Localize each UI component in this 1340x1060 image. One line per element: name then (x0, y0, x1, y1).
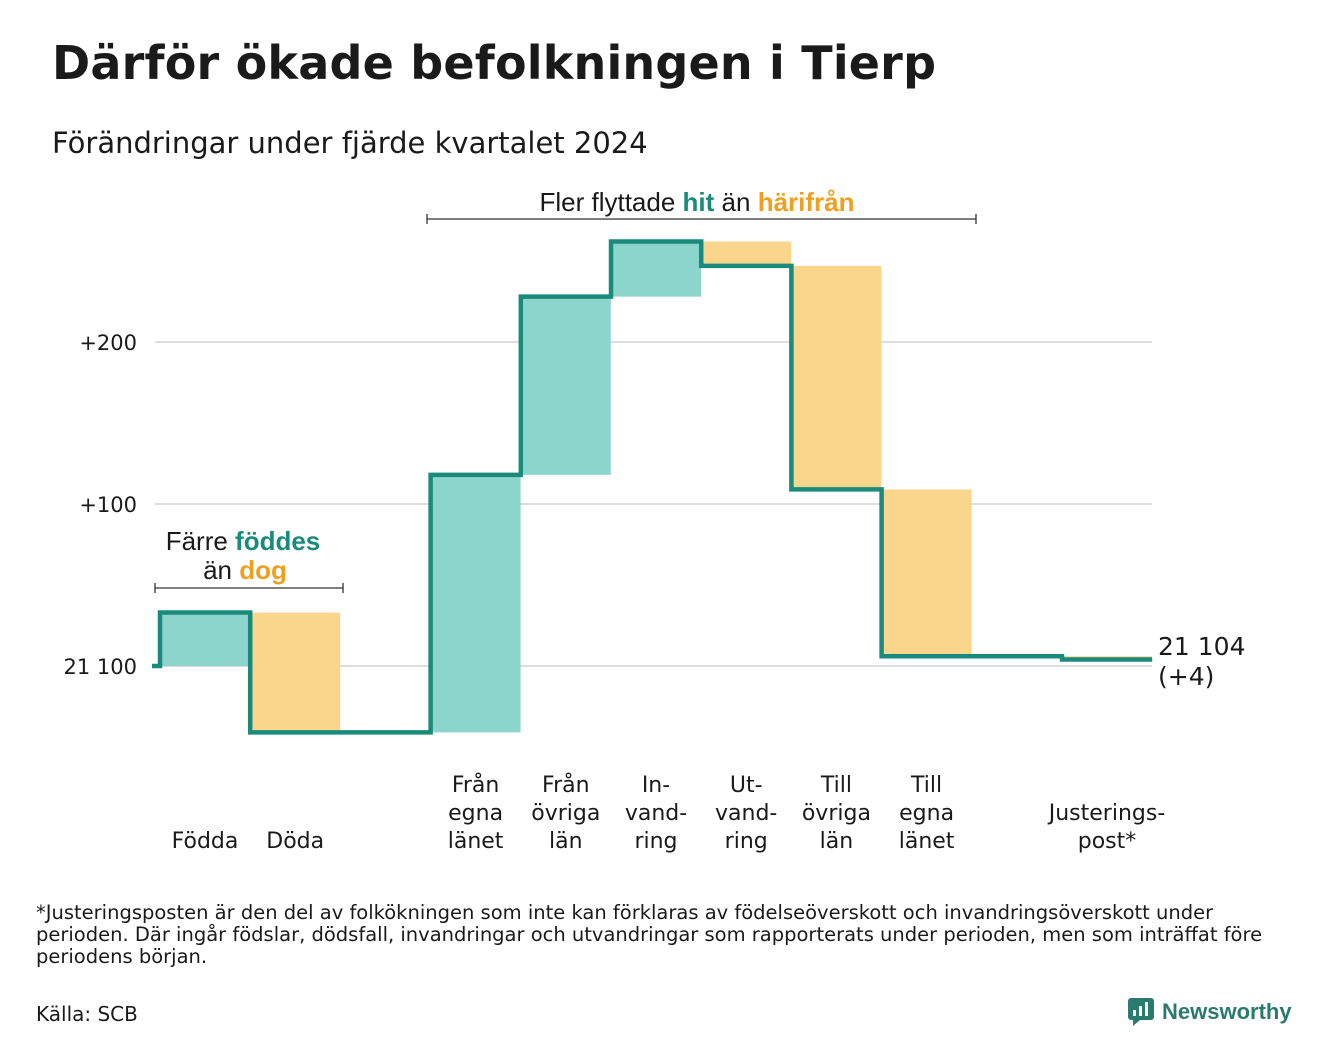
category-label-3-1: egna (448, 801, 503, 826)
category-label-8-2: länet (899, 829, 955, 854)
bar-6 (701, 241, 792, 266)
migration-annotation: Fler flyttade hit än härifrån (539, 187, 854, 217)
chart-subtitle: Förändringar under fjärde kvartalet 2024 (52, 126, 648, 160)
source-credit: Källa: SCB (36, 1002, 138, 1026)
category-label-4-1: övriga (531, 801, 600, 826)
cumulative-step-line (152, 239, 1153, 735)
migration-bracket (426, 214, 977, 224)
category-label-5-0: In- (642, 773, 670, 798)
y-axis-ticks: 21 100 +100 +200 (64, 331, 137, 679)
end-change-label: (+4) (1158, 662, 1214, 691)
brand-logo: Newsworthy (1128, 998, 1292, 1026)
end-value-label: 21 104 (1158, 632, 1245, 661)
annotation-harifran-highlight: härifrån (758, 187, 855, 217)
footnote: *Justeringsposten är den del av folkökni… (36, 901, 1263, 969)
bar-3 (430, 474, 521, 733)
category-label-4-0: Från (542, 772, 590, 798)
category-label-7-0: Till (820, 773, 852, 798)
brand-name: Newsworthy (1162, 999, 1292, 1024)
category-label-3-0: Från (452, 772, 500, 798)
natural-change-annotation: Färre föddes (166, 526, 321, 556)
y-tick-label-2: +200 (79, 331, 137, 355)
bar-0 (160, 612, 250, 666)
bar-1 (250, 612, 341, 733)
category-label-10-2: post* (1078, 829, 1137, 854)
annotation-born-highlight: föddes (235, 526, 320, 556)
bar-8 (881, 489, 972, 657)
category-label-6-0: Ut- (730, 773, 763, 798)
category-labels: Födda Döda Från egna länet Från övriga län In-va… (172, 772, 1166, 854)
newsworthy-logo-icon (1128, 998, 1154, 1026)
category-label-5-1: vand- (625, 801, 687, 826)
y-tick-label-0: 21 100 (64, 655, 137, 679)
category-label-8-0: Till (910, 773, 942, 798)
category-label-7-2: län (820, 829, 854, 854)
natural-change-annotation-line2: än dog (203, 555, 287, 585)
waterfall-chart: 21 100 +100 +200 Födda Döda Från egna länet Frå… (64, 187, 1246, 854)
y-tick-label-1: +100 (79, 493, 137, 517)
bars (160, 241, 1152, 733)
category-label-6-1: vand- (715, 801, 777, 826)
category-label-10-1: Justerings- (1047, 801, 1166, 826)
category-label-3-2: länet (448, 829, 504, 854)
category-label-4-2: län (549, 829, 583, 854)
category-label-5-2: ring (634, 829, 677, 854)
bar-7 (791, 265, 882, 490)
category-label-7-1: övriga (802, 801, 871, 826)
category-label-0-2: Födda (172, 829, 239, 854)
annotation-hit-highlight: hit (683, 187, 715, 217)
category-label-1-2: Döda (266, 829, 324, 854)
chart-title: Därför ökade befolkningen i Tierp (52, 36, 937, 90)
category-label-6-2: ring (725, 829, 768, 854)
category-label-8-1: egna (899, 801, 954, 826)
natural-change-bracket (154, 583, 344, 593)
annotation-died-highlight: dog (239, 555, 287, 585)
bar-4 (520, 296, 611, 475)
bar-5 (611, 241, 701, 297)
